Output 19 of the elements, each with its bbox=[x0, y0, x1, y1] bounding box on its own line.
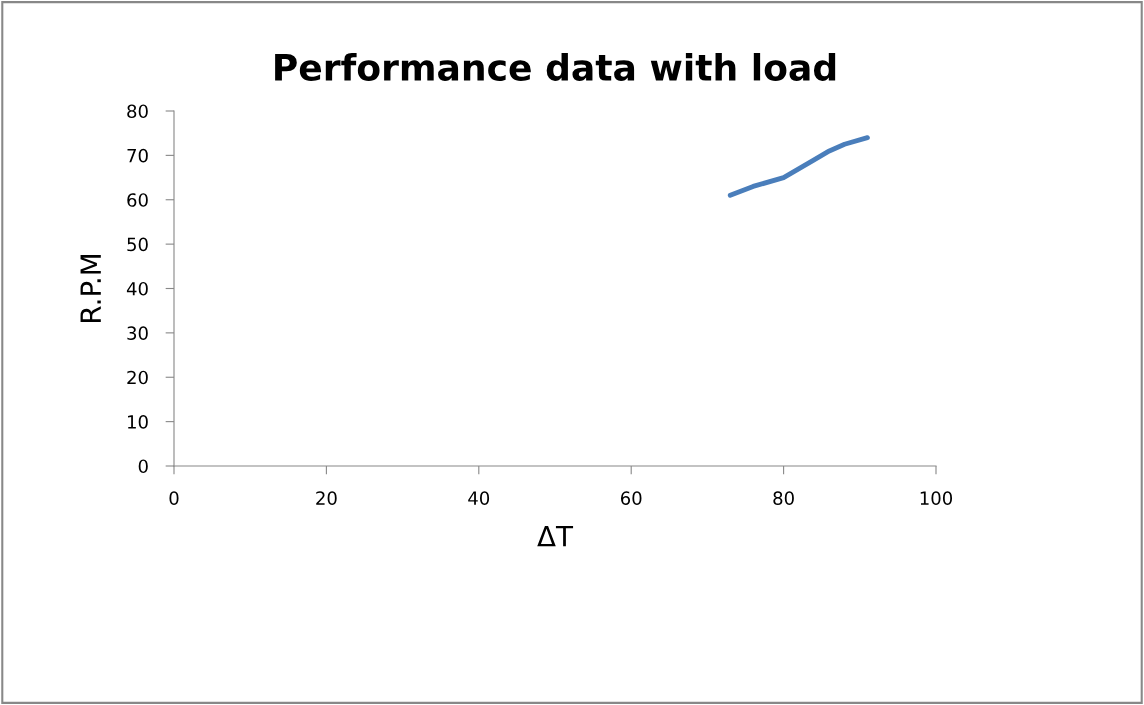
x-tick-label: 100 bbox=[920, 491, 953, 505]
chart-title: Performance data with load bbox=[275, 53, 836, 81]
x-tick-label: 20 bbox=[316, 491, 337, 505]
x-tick-label: 40 bbox=[468, 491, 490, 505]
y-tick-label: 50 bbox=[127, 237, 148, 252]
x-tick-label: 60 bbox=[620, 491, 642, 505]
y-tick-label: 20 bbox=[127, 370, 148, 385]
y-tick-label: 30 bbox=[127, 326, 148, 340]
x-tick-label: 80 bbox=[773, 491, 794, 505]
y-tick-label: 10 bbox=[128, 415, 148, 429]
y-tick-label: 0 bbox=[138, 459, 148, 474]
y-tick-label: 60 bbox=[127, 193, 148, 207]
y-tick-label: 80 bbox=[127, 104, 148, 119]
y-tick-label: 70 bbox=[127, 148, 148, 163]
x-axis-title: ΔT bbox=[537, 526, 574, 547]
y-tick-label: 40 bbox=[126, 281, 148, 296]
y-axis-title: R.P.M bbox=[80, 255, 101, 322]
x-tick-label: 0 bbox=[169, 491, 179, 505]
line-series bbox=[727, 135, 870, 198]
